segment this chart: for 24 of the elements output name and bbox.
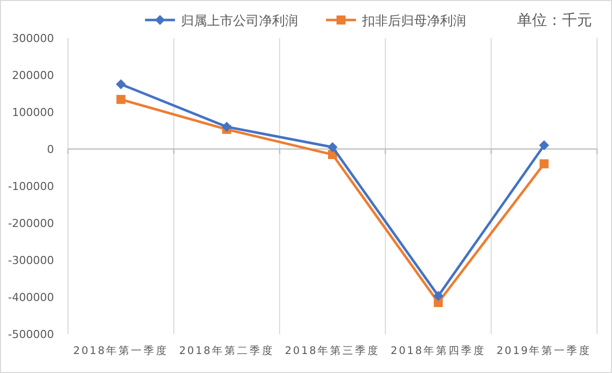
y-tick-label: 200000 [12,69,54,82]
x-tick-label: 2018年第三季度 [284,344,380,357]
y-tick-label: 0 [47,143,54,156]
point [116,94,126,104]
y-tick-label: -500000 [8,328,54,341]
x-tick-label: 2018年第四季度 [390,344,486,357]
y-tick-label: -200000 [8,217,54,230]
x-tick-label: 2018年第二季度 [179,344,274,357]
point [540,159,549,168]
x-tick-label: 2019年第一季度 [496,344,592,357]
y-tick-label: -100000 [8,180,54,193]
point [433,290,444,301]
legend-label: 归属上市公司净利润 [181,14,298,29]
y-tick-label: -300000 [8,254,54,267]
point [539,140,550,150]
point [328,142,338,152]
y-tick-label: 100000 [12,106,54,119]
point [222,122,232,132]
y-tick-label: -400000 [8,291,54,304]
text: 单位：千元 [517,11,592,29]
legend-label: 扣非后归母净利润 [361,14,466,29]
point [116,79,126,90]
x-tick-label: 2018年第一季度 [73,344,169,357]
y-tick-label: 300000 [12,32,54,45]
